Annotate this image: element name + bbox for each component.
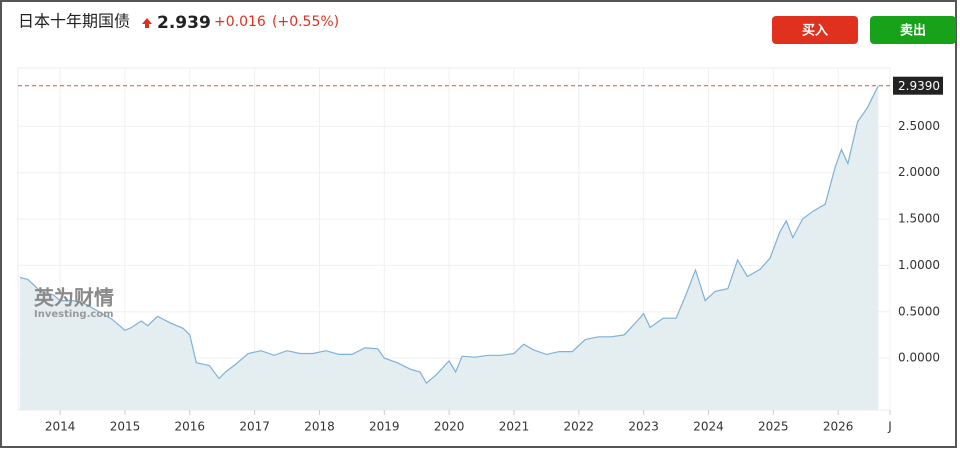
buy-button[interactable] xyxy=(772,16,858,44)
x-tick-label: 2014 xyxy=(45,420,76,434)
y-tick-label: 2.0000 xyxy=(898,165,940,179)
x-tick-label: 2025 xyxy=(758,420,789,434)
sell-button[interactable] xyxy=(870,16,956,44)
x-tick-label: 2016 xyxy=(175,420,206,434)
y-tick-label: 0.5000 xyxy=(898,304,940,318)
change-pct: (+0.55%) xyxy=(272,14,339,30)
price-line xyxy=(19,85,879,385)
x-tick-label: 2021 xyxy=(499,420,530,434)
x-tick-label: 2022 xyxy=(564,420,595,434)
title: 日本十年期国债 xyxy=(18,12,130,31)
x-tick-label: 2017 xyxy=(239,420,270,434)
y-tick-label: 1.5000 xyxy=(898,212,940,226)
watermark-cn: 英为财情 xyxy=(34,286,114,310)
y-tick-label: 2.5000 xyxy=(898,119,940,133)
x-tick-label: J xyxy=(887,420,892,434)
watermark-en: Investing.com xyxy=(34,309,114,320)
buy-label[interactable]: 买入 xyxy=(802,24,828,39)
up-arrow xyxy=(142,18,152,28)
last-price-box xyxy=(893,76,943,95)
price: 2.939 xyxy=(157,13,211,33)
x-tick-label: 2026 xyxy=(823,420,854,434)
x-tick-label: 2023 xyxy=(628,420,659,434)
frame xyxy=(0,0,957,448)
x-tick-label: 2020 xyxy=(434,420,465,434)
x-tick-label: 2018 xyxy=(304,420,335,434)
y-tick-label: 1.0000 xyxy=(898,258,940,272)
area-fill xyxy=(19,85,879,410)
x-tick-label: 2024 xyxy=(693,420,724,434)
sell-label[interactable]: 卖出 xyxy=(900,23,926,39)
x-tick-label: 2019 xyxy=(369,420,400,434)
x-tick-label: 2015 xyxy=(110,420,141,434)
change: +0.016 xyxy=(214,14,266,30)
y-tick-label: 0.0000 xyxy=(898,351,940,365)
last-price-label: 2.9390 xyxy=(898,79,940,93)
